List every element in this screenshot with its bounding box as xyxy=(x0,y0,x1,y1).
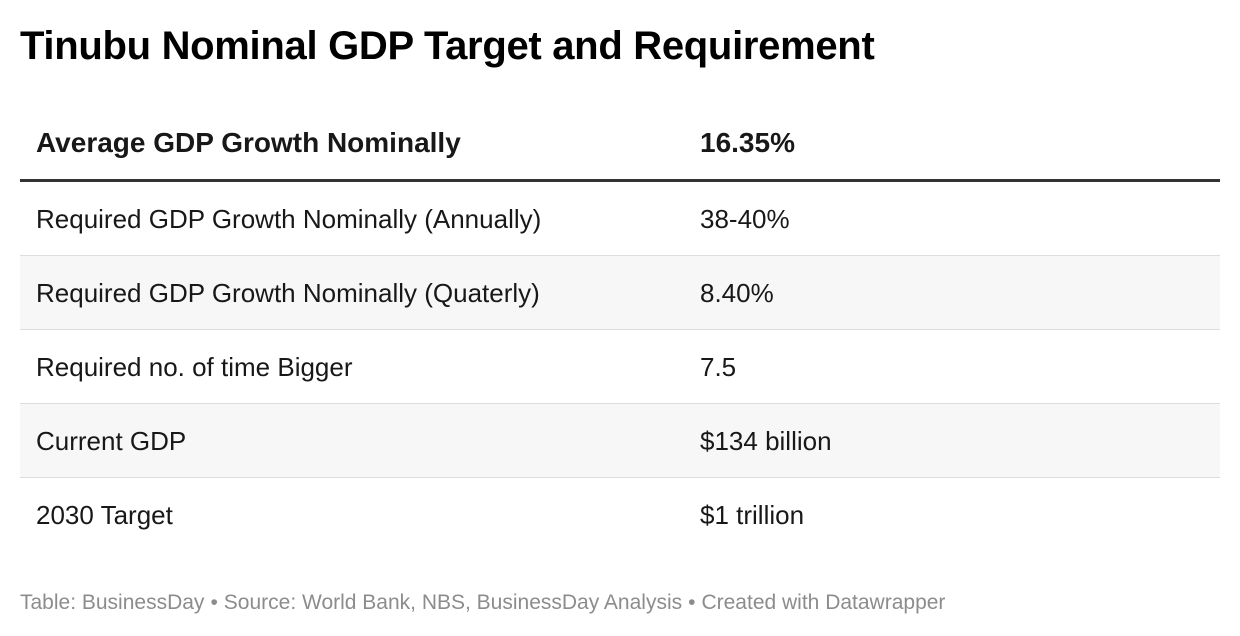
footer-datawrapper-link[interactable]: Created with Datawrapper xyxy=(701,591,946,614)
row-label-cell: 2030 Target xyxy=(36,499,173,530)
footer-table-credit: Table: BusinessDay xyxy=(20,591,205,614)
row-label-cell: Current GDP xyxy=(36,425,187,456)
row-label-cell: Required GDP Growth Nominally (Annually) xyxy=(36,203,542,234)
footer-separator: • xyxy=(210,591,218,614)
chart-title: Tinubu Nominal GDP Target and Requiremen… xyxy=(20,24,875,68)
row-label-cell: Required no. of time Bigger xyxy=(36,351,353,382)
row-value-cell: 38-40% xyxy=(700,203,790,234)
table-header-row: Average GDP Growth Nominally 16.35% xyxy=(20,107,1220,182)
footer-source: Source: World Bank, NBS, BusinessDay Ana… xyxy=(223,591,683,614)
data-table: Average GDP Growth Nominally 16.35% Requ… xyxy=(20,107,1220,551)
footer-separator: • xyxy=(688,591,696,614)
row-value-cell: 8.40% xyxy=(700,277,774,308)
row-value-cell: $1 trillion xyxy=(700,499,805,530)
table-row: Current GDP $134 billion xyxy=(20,404,1220,478)
header-cell-label: Average GDP Growth Nominally xyxy=(36,127,461,158)
table-row: 2030 Target $1 trillion xyxy=(20,478,1220,551)
chart-footer: Table: BusinessDay • Source: World Bank, N… xyxy=(20,590,945,616)
row-value-cell: $134 billion xyxy=(700,425,832,456)
table-row: Required GDP Growth Nominally (Annually)… xyxy=(20,182,1220,256)
row-label-cell: Required GDP Growth Nominally (Quaterly) xyxy=(36,277,540,308)
row-value-cell: 7.5 xyxy=(700,351,737,382)
header-cell-value: 16.35% xyxy=(700,127,795,158)
table-row: Required no. of time Bigger 7.5 xyxy=(20,330,1220,404)
table-row: Required GDP Growth Nominally (Quaterly)… xyxy=(20,256,1220,330)
